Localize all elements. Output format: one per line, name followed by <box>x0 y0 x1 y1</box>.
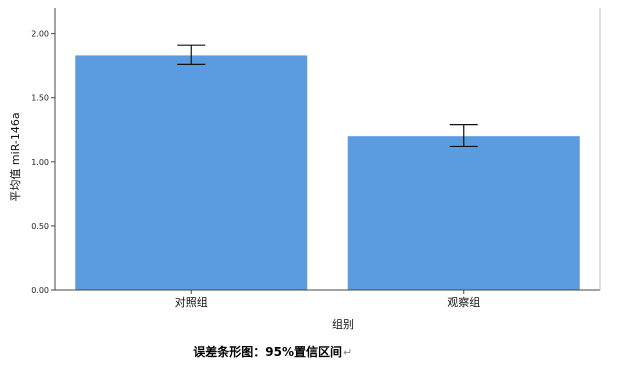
x-ticks-layer: 对照组 观察组 <box>175 290 480 309</box>
bars-layer <box>75 55 580 290</box>
y-axis-label: 平均值 miR-146a <box>9 112 22 201</box>
y-ticks-layer: 0.00 0.50 1.00 1.50 2.00 <box>31 30 55 295</box>
error-bars-layer <box>177 44 478 148</box>
x-tick-label: 对照组 <box>175 295 208 309</box>
y-tick-label: 2.00 <box>31 30 49 39</box>
bar <box>347 136 580 290</box>
x-axis-label: 组别 <box>332 317 354 331</box>
x-tick-label: 观察组 <box>447 295 480 309</box>
y-tick-label: 0.50 <box>31 222 49 231</box>
y-tick-label: 1.50 <box>31 94 49 103</box>
y-tick-label: 1.00 <box>31 158 49 167</box>
caption-return-mark: ↵ <box>343 346 352 359</box>
bar <box>75 55 308 290</box>
chart-caption: 误差条形图：95%置信区间 <box>193 344 342 359</box>
y-tick-label: 0.00 <box>31 286 49 295</box>
